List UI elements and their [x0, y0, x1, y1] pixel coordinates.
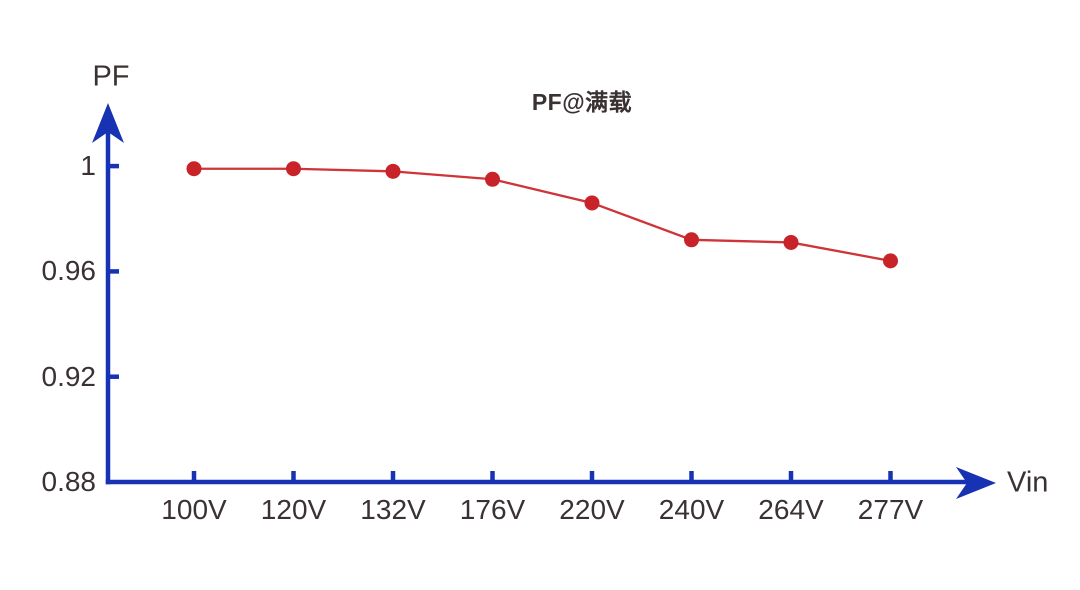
x-tick-label: 220V	[559, 494, 625, 525]
data-point	[485, 171, 500, 187]
data-point	[883, 253, 898, 269]
x-tick-label: 264V	[758, 494, 824, 525]
x-tick-label: 120V	[260, 494, 327, 525]
y-axis-arrow	[92, 103, 124, 143]
data-point	[783, 234, 799, 250]
x-tick-label: 240V	[658, 494, 725, 525]
data-line	[194, 167, 891, 263]
x-axis-title: Vin	[1007, 466, 1049, 499]
data-point	[385, 163, 401, 179]
data-point	[186, 161, 202, 177]
y-tick-label: 0.96	[41, 255, 97, 287]
chart-title: PF@满载	[531, 89, 633, 115]
y-tick-label: 0.88	[41, 466, 97, 497]
y-axis-title: PF	[92, 60, 130, 93]
x-tick-label: 277V	[857, 494, 924, 525]
data-point	[584, 195, 600, 211]
y-tick-label: 0.92	[41, 360, 97, 392]
x-tick-label: 132V	[360, 494, 426, 525]
data-point	[684, 232, 699, 248]
y-tick-label: 1	[80, 150, 96, 182]
data-point	[286, 161, 301, 177]
x-tick-label: 100V	[161, 494, 227, 525]
x-axis-arrow	[956, 467, 996, 499]
x-tick-label: 176V	[459, 494, 526, 525]
